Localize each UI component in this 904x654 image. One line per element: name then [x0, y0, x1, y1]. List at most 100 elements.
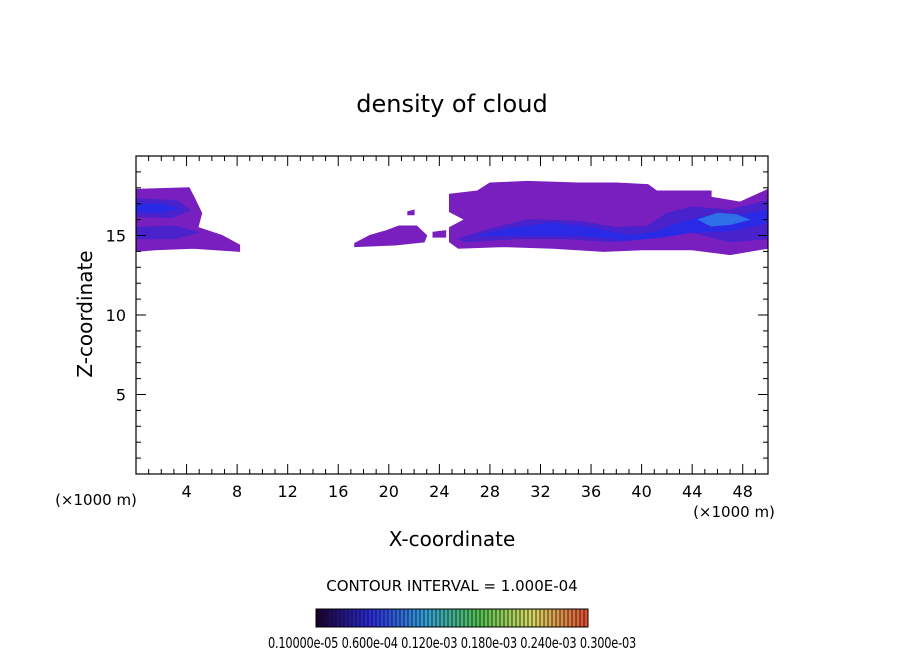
colorbar-swatch	[368, 609, 373, 627]
colorbar-swatch	[584, 609, 589, 627]
colorbar-swatch	[360, 609, 365, 627]
colorbar-swatch	[568, 609, 573, 627]
colorbar-swatch	[524, 609, 529, 627]
colorbar-swatch	[552, 609, 557, 627]
colorbar-swatch	[476, 609, 481, 627]
colorbar-swatch	[332, 609, 337, 627]
y-tick-label: 5	[116, 386, 126, 405]
x-tick-label: 44	[682, 482, 702, 501]
colorbar-swatch	[532, 609, 537, 627]
colorbar-swatch	[512, 609, 517, 627]
contour-interval-text: CONTOUR INTERVAL = 1.000E-04	[326, 577, 577, 595]
cloud-density-field	[136, 180, 768, 256]
colorbar-labels: 0.10000e-05 0.600e-04 0.120e-03 0.180e-0…	[268, 634, 636, 652]
colorbar-swatch	[472, 609, 477, 627]
colorbar-swatch	[496, 609, 501, 627]
y-axis-label: Z-coordinate	[73, 250, 97, 377]
x-tick-label: 16	[328, 482, 348, 501]
colorbar-swatch	[328, 609, 333, 627]
cloud-region-outer	[432, 230, 447, 238]
colorbar-swatch	[456, 609, 461, 627]
colorbar-swatch	[380, 609, 385, 627]
x-tick-label: 24	[429, 482, 449, 501]
colorbar-swatch	[372, 609, 377, 627]
colorbar-swatch	[504, 609, 509, 627]
colorbar-swatch	[440, 609, 445, 627]
colorbar-swatch	[460, 609, 465, 627]
x-tick-label: 32	[530, 482, 550, 501]
colorbar-swatch	[416, 609, 421, 627]
colorbar-swatch	[492, 609, 497, 627]
cloud-region-mid	[136, 225, 200, 240]
colorbar-swatch	[320, 609, 325, 627]
colorbar-swatch	[484, 609, 489, 627]
colorbar-swatch	[576, 609, 581, 627]
colorbar-swatch	[544, 609, 549, 627]
colorbar-swatch	[488, 609, 493, 627]
x-tick-label: 36	[581, 482, 601, 501]
x-axis-label: X-coordinate	[389, 527, 516, 551]
colorbar-swatch	[572, 609, 577, 627]
colorbar-swatch	[468, 609, 473, 627]
x-tick-label: 12	[278, 482, 298, 501]
cloud-region-inner	[477, 209, 768, 241]
colorbar-swatch	[560, 609, 565, 627]
colorbar-swatch	[388, 609, 393, 627]
colorbar-swatch	[404, 609, 409, 627]
colorbar-swatch	[428, 609, 433, 627]
colorbar-swatch	[424, 609, 429, 627]
colorbar-swatch	[364, 609, 369, 627]
colorbar-swatch	[448, 609, 453, 627]
x-unit-left: (×1000 m)	[55, 491, 137, 509]
colorbar-swatch	[516, 609, 521, 627]
cloud-region-outer	[407, 209, 415, 216]
x-tick-label: 8	[232, 482, 242, 501]
colorbar-swatch	[324, 609, 329, 627]
cloud-region-inner	[136, 203, 180, 213]
colorbar-swatch	[340, 609, 345, 627]
x-tick-label: 48	[733, 482, 753, 501]
colorbar-swatch	[384, 609, 389, 627]
colorbar-swatch	[480, 609, 485, 627]
colorbar-swatch	[556, 609, 561, 627]
colorbar-swatch	[464, 609, 469, 627]
colorbar-swatch	[420, 609, 425, 627]
colorbar-frame	[315, 608, 589, 628]
colorbar-swatch	[408, 609, 413, 627]
colorbar-swatch	[316, 609, 321, 627]
colorbar-swatch	[400, 609, 405, 627]
colorbar-swatch	[396, 609, 401, 627]
cloud-region-outer	[136, 187, 241, 252]
colorbar-swatch	[348, 609, 353, 627]
colorbar-swatch	[548, 609, 553, 627]
cloud-region-outer	[354, 225, 428, 248]
colorbar-swatch	[444, 609, 449, 627]
colorbar-swatch	[452, 609, 457, 627]
x-tick-label: 20	[379, 482, 399, 501]
colorbar-swatch	[500, 609, 505, 627]
colorbar-swatch	[336, 609, 341, 627]
colorbar-swatch	[520, 609, 525, 627]
colorbar-swatch	[344, 609, 349, 627]
colorbar-swatch	[392, 609, 397, 627]
colorbar-swatch	[412, 609, 417, 627]
x-tick-label: 40	[631, 482, 651, 501]
x-tick-label: 28	[480, 482, 500, 501]
cloud-region-core	[697, 212, 751, 227]
colorbar-swatch	[376, 609, 381, 627]
colorbar-swatch	[528, 609, 533, 627]
colorbar-swatch	[436, 609, 441, 627]
colorbar-swatch	[432, 609, 437, 627]
x-tick-label: 4	[181, 482, 191, 501]
colorbar-swatch	[508, 609, 513, 627]
colorbar-swatch	[564, 609, 569, 627]
colorbar-swatch	[540, 609, 545, 627]
colorbar-swatch	[352, 609, 357, 627]
chart-title: density of cloud	[356, 90, 547, 118]
colorbar-swatch	[536, 609, 541, 627]
y-tick-label: 10	[106, 306, 126, 325]
colorbar-swatch	[580, 609, 585, 627]
colorbar-swatch	[356, 609, 361, 627]
